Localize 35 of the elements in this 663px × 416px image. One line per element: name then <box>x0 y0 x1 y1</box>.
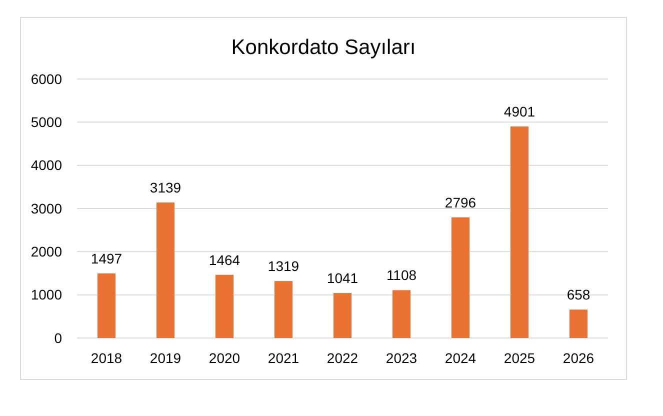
x-tick-label: 2023 <box>386 350 418 366</box>
bar <box>392 290 410 338</box>
y-tick-label: 3000 <box>30 200 62 216</box>
y-tick-label: 6000 <box>30 70 62 87</box>
x-tick-label: 2025 <box>504 350 536 366</box>
x-tick-label: 2020 <box>208 350 240 366</box>
x-tick-label: 2018 <box>90 350 122 366</box>
x-tick-label: 2022 <box>326 350 358 366</box>
bar <box>98 273 116 338</box>
bar <box>274 281 292 338</box>
data-label: 1108 <box>386 267 417 284</box>
data-label: 1041 <box>326 270 358 286</box>
x-tick-label: 2021 <box>268 350 300 366</box>
bar <box>156 202 174 338</box>
y-tick-label: 0 <box>54 330 62 346</box>
data-label: 3139 <box>150 180 182 196</box>
bar <box>452 217 470 338</box>
data-label: 1464 <box>208 252 240 268</box>
y-tick-label: 4000 <box>30 157 62 174</box>
x-tick-label: 2019 <box>150 350 182 366</box>
chart-title: Konkordato Sayıları <box>231 36 416 59</box>
data-label: 2796 <box>444 194 476 210</box>
x-tick-label: 2024 <box>444 350 476 366</box>
y-tick-label: 5000 <box>30 114 62 130</box>
bar <box>334 293 352 338</box>
data-label: 4901 <box>504 103 536 120</box>
y-tick-label: 1000 <box>30 286 62 303</box>
bar <box>216 274 234 338</box>
x-tick-label: 2026 <box>562 350 594 366</box>
bar <box>510 126 528 338</box>
bar <box>570 310 588 338</box>
y-tick-label: 2000 <box>30 244 62 260</box>
data-label: 1319 <box>268 258 300 274</box>
data-label: 1497 <box>90 250 122 266</box>
data-label: 658 <box>566 286 590 303</box>
